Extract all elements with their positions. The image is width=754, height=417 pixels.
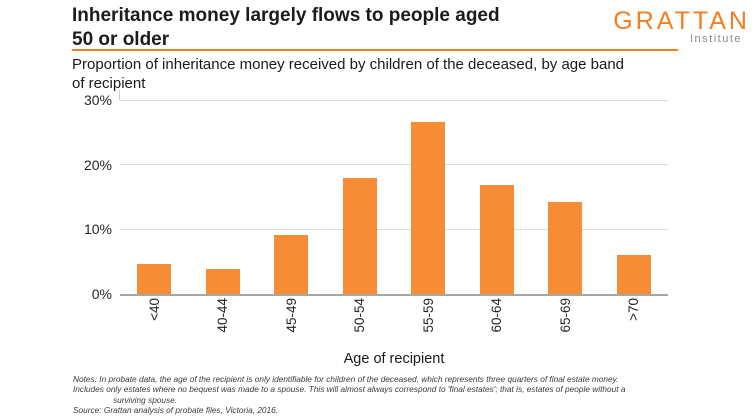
bar: [616, 255, 651, 294]
note-line: Notes: In probate data, the age of the r…: [73, 374, 619, 384]
y-axis-tick: [119, 90, 120, 100]
gridline: [120, 99, 668, 101]
bar: [342, 177, 377, 294]
bar: [548, 202, 583, 294]
x-tick-label: 65-69: [557, 298, 573, 333]
note-line: surviving spouse.: [113, 394, 178, 405]
y-tick-label: 0%: [91, 286, 112, 302]
x-tick-label: <40: [146, 298, 162, 321]
note-line: Source: Grattan analysis of probate file…: [73, 405, 279, 416]
bar: [137, 263, 172, 294]
y-tick-label: 10%: [83, 221, 112, 238]
x-tick-label: 60-64: [489, 298, 505, 333]
x-tick-label: 40-44: [215, 298, 231, 333]
x-tick-label: 45-49: [283, 298, 299, 333]
figure-subtitle-line1: Proportion of inheritance money received…: [72, 56, 625, 73]
gridline: [120, 228, 668, 230]
bar: [479, 184, 514, 294]
x-axis-title: Age of recipient: [343, 351, 445, 367]
figure-subtitle: Proportion of inheritance money received…: [72, 56, 752, 93]
y-tick-label: 30%: [83, 92, 112, 108]
figure-subtitle-line2: of recipient: [72, 74, 146, 92]
figure-title: Inheritance money largely flows to peopl…: [72, 4, 612, 52]
notes-block: Notes: In probate data, the age of the r…: [73, 374, 625, 416]
x-tick-label: 50-54: [352, 298, 368, 333]
figure-title-line2: 50 or older: [72, 29, 170, 50]
x-tick-label: 55-59: [420, 298, 436, 333]
bar: [411, 121, 446, 294]
title-divider: [72, 49, 678, 51]
grattan-institute-label: Institute: [689, 33, 742, 45]
y-tick-label: 20%: [83, 156, 112, 173]
note-line: Includes only estates where no bequest w…: [73, 384, 626, 395]
grattan-wordmark: GRATTAN: [613, 7, 750, 35]
grattan-logo: GRATTAN Institute: [584, 8, 750, 45]
bar: [274, 235, 309, 294]
bar: [205, 268, 240, 294]
gridline: [120, 164, 668, 166]
x-tick-label: >70: [626, 298, 642, 321]
figure-title-line1: Inheritance money largely flows to peopl…: [72, 5, 500, 26]
x-axis-line: [120, 294, 668, 296]
